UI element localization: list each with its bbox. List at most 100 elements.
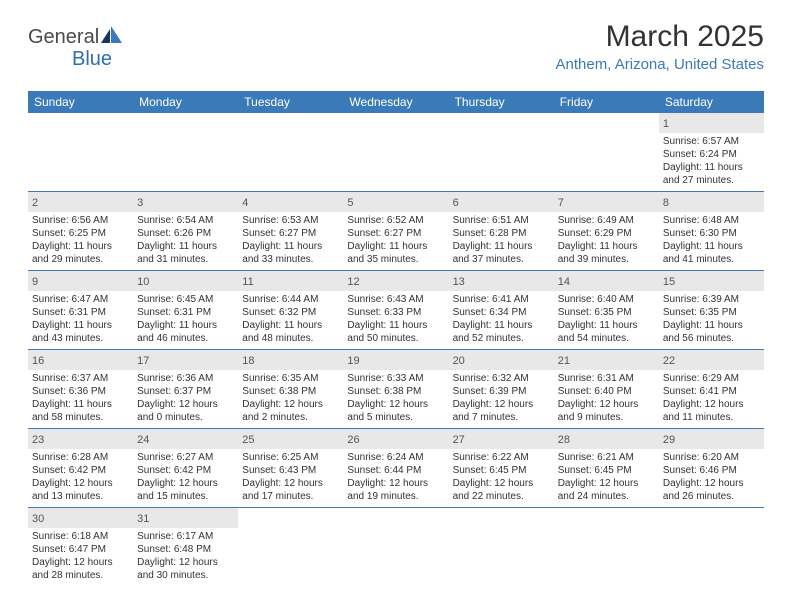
day-number-row: 29	[659, 429, 764, 449]
day-cell	[133, 113, 238, 191]
week-row: 1Sunrise: 6:57 AMSunset: 6:24 PMDaylight…	[28, 113, 764, 192]
day-number: 15	[663, 276, 675, 288]
sunrise-line: Sunrise: 6:22 AM	[453, 451, 550, 464]
sunset-line: Sunset: 6:45 PM	[453, 464, 550, 477]
day-number: 13	[453, 276, 465, 288]
sunset-line: Sunset: 6:35 PM	[558, 306, 655, 319]
sunset-line: Sunset: 6:41 PM	[663, 385, 760, 398]
day-number: 29	[663, 434, 675, 446]
sunrise-line: Sunrise: 6:28 AM	[32, 451, 129, 464]
sunrise-line: Sunrise: 6:33 AM	[347, 372, 444, 385]
day-number-row: 9	[28, 271, 133, 291]
week-row: 9Sunrise: 6:47 AMSunset: 6:31 PMDaylight…	[28, 271, 764, 350]
daylight-line: Daylight: 12 hours and 7 minutes.	[453, 398, 550, 424]
sunrise-line: Sunrise: 6:31 AM	[558, 372, 655, 385]
day-number: 8	[663, 197, 669, 209]
day-number: 27	[453, 434, 465, 446]
day-number-row: 15	[659, 271, 764, 291]
day-cell	[238, 508, 343, 586]
day-number-row: 20	[449, 350, 554, 370]
sunset-line: Sunset: 6:34 PM	[453, 306, 550, 319]
sunrise-line: Sunrise: 6:18 AM	[32, 530, 129, 543]
location: Anthem, Arizona, United States	[556, 56, 764, 73]
title-block: March 2025 Anthem, Arizona, United State…	[556, 20, 764, 73]
daylight-line: Daylight: 11 hours and 27 minutes.	[663, 161, 760, 187]
day-number-row: 25	[238, 429, 343, 449]
daylight-line: Daylight: 11 hours and 29 minutes.	[32, 240, 129, 266]
daylight-line: Daylight: 11 hours and 52 minutes.	[453, 319, 550, 345]
sunset-line: Sunset: 6:25 PM	[32, 227, 129, 240]
dayname-sunday: Sunday	[28, 91, 133, 113]
day-cell: 25Sunrise: 6:25 AMSunset: 6:43 PMDayligh…	[238, 429, 343, 507]
day-number-row: 3	[133, 192, 238, 212]
logo-text-blue: Blue	[72, 48, 112, 70]
day-cell: 7Sunrise: 6:49 AMSunset: 6:29 PMDaylight…	[554, 192, 659, 270]
day-number: 18	[242, 355, 254, 367]
sunrise-line: Sunrise: 6:41 AM	[453, 293, 550, 306]
day-number: 20	[453, 355, 465, 367]
daylight-line: Daylight: 12 hours and 5 minutes.	[347, 398, 444, 424]
day-cell: 17Sunrise: 6:36 AMSunset: 6:37 PMDayligh…	[133, 350, 238, 428]
sunset-line: Sunset: 6:39 PM	[453, 385, 550, 398]
day-number-row: 12	[343, 271, 448, 291]
dayname-row: Sunday Monday Tuesday Wednesday Thursday…	[28, 91, 764, 113]
day-number: 26	[347, 434, 359, 446]
sunset-line: Sunset: 6:40 PM	[558, 385, 655, 398]
day-cell: 15Sunrise: 6:39 AMSunset: 6:35 PMDayligh…	[659, 271, 764, 349]
day-cell: 4Sunrise: 6:53 AMSunset: 6:27 PMDaylight…	[238, 192, 343, 270]
daylight-line: Daylight: 12 hours and 28 minutes.	[32, 556, 129, 582]
daylight-line: Daylight: 12 hours and 26 minutes.	[663, 477, 760, 503]
dayname-monday: Monday	[133, 91, 238, 113]
daylight-line: Daylight: 12 hours and 13 minutes.	[32, 477, 129, 503]
day-number-row: 6	[449, 192, 554, 212]
sunrise-line: Sunrise: 6:40 AM	[558, 293, 655, 306]
week-row: 2Sunrise: 6:56 AMSunset: 6:25 PMDaylight…	[28, 192, 764, 271]
day-number-row: 19	[343, 350, 448, 370]
day-number: 11	[242, 276, 253, 288]
sunrise-line: Sunrise: 6:29 AM	[663, 372, 760, 385]
day-number-row: 2	[28, 192, 133, 212]
day-number: 16	[32, 355, 44, 367]
sunrise-line: Sunrise: 6:32 AM	[453, 372, 550, 385]
sunrise-line: Sunrise: 6:36 AM	[137, 372, 234, 385]
daylight-line: Daylight: 12 hours and 0 minutes.	[137, 398, 234, 424]
day-number: 4	[242, 197, 248, 209]
day-number: 12	[347, 276, 359, 288]
daylight-line: Daylight: 11 hours and 37 minutes.	[453, 240, 550, 266]
header: General March 2025 Anthem, Arizona, Unit…	[28, 20, 764, 73]
day-cell: 9Sunrise: 6:47 AMSunset: 6:31 PMDaylight…	[28, 271, 133, 349]
sunset-line: Sunset: 6:31 PM	[32, 306, 129, 319]
sunset-line: Sunset: 6:31 PM	[137, 306, 234, 319]
day-number: 6	[453, 197, 459, 209]
daylight-line: Daylight: 12 hours and 22 minutes.	[453, 477, 550, 503]
daylight-line: Daylight: 11 hours and 41 minutes.	[663, 240, 760, 266]
day-cell: 30Sunrise: 6:18 AMSunset: 6:47 PMDayligh…	[28, 508, 133, 586]
sunset-line: Sunset: 6:33 PM	[347, 306, 444, 319]
sunset-line: Sunset: 6:28 PM	[453, 227, 550, 240]
daylight-line: Daylight: 11 hours and 39 minutes.	[558, 240, 655, 266]
sunset-line: Sunset: 6:27 PM	[242, 227, 339, 240]
day-number: 17	[137, 355, 149, 367]
sunset-line: Sunset: 6:38 PM	[242, 385, 339, 398]
sunrise-line: Sunrise: 6:27 AM	[137, 451, 234, 464]
sunset-line: Sunset: 6:30 PM	[663, 227, 760, 240]
day-cell: 12Sunrise: 6:43 AMSunset: 6:33 PMDayligh…	[343, 271, 448, 349]
page: General March 2025 Anthem, Arizona, Unit…	[0, 0, 792, 596]
day-cell: 22Sunrise: 6:29 AMSunset: 6:41 PMDayligh…	[659, 350, 764, 428]
sunrise-line: Sunrise: 6:54 AM	[137, 214, 234, 227]
day-number-row: 21	[554, 350, 659, 370]
sunset-line: Sunset: 6:35 PM	[663, 306, 760, 319]
sunrise-line: Sunrise: 6:24 AM	[347, 451, 444, 464]
day-number: 25	[242, 434, 254, 446]
sunrise-line: Sunrise: 6:51 AM	[453, 214, 550, 227]
week-row: 30Sunrise: 6:18 AMSunset: 6:47 PMDayligh…	[28, 508, 764, 586]
day-number: 19	[347, 355, 359, 367]
sunrise-line: Sunrise: 6:52 AM	[347, 214, 444, 227]
sunrise-line: Sunrise: 6:35 AM	[242, 372, 339, 385]
weeks-container: 1Sunrise: 6:57 AMSunset: 6:24 PMDaylight…	[28, 113, 764, 586]
daylight-line: Daylight: 11 hours and 33 minutes.	[242, 240, 339, 266]
day-number: 23	[32, 434, 44, 446]
sunset-line: Sunset: 6:32 PM	[242, 306, 339, 319]
daylight-line: Daylight: 11 hours and 56 minutes.	[663, 319, 760, 345]
day-cell: 18Sunrise: 6:35 AMSunset: 6:38 PMDayligh…	[238, 350, 343, 428]
